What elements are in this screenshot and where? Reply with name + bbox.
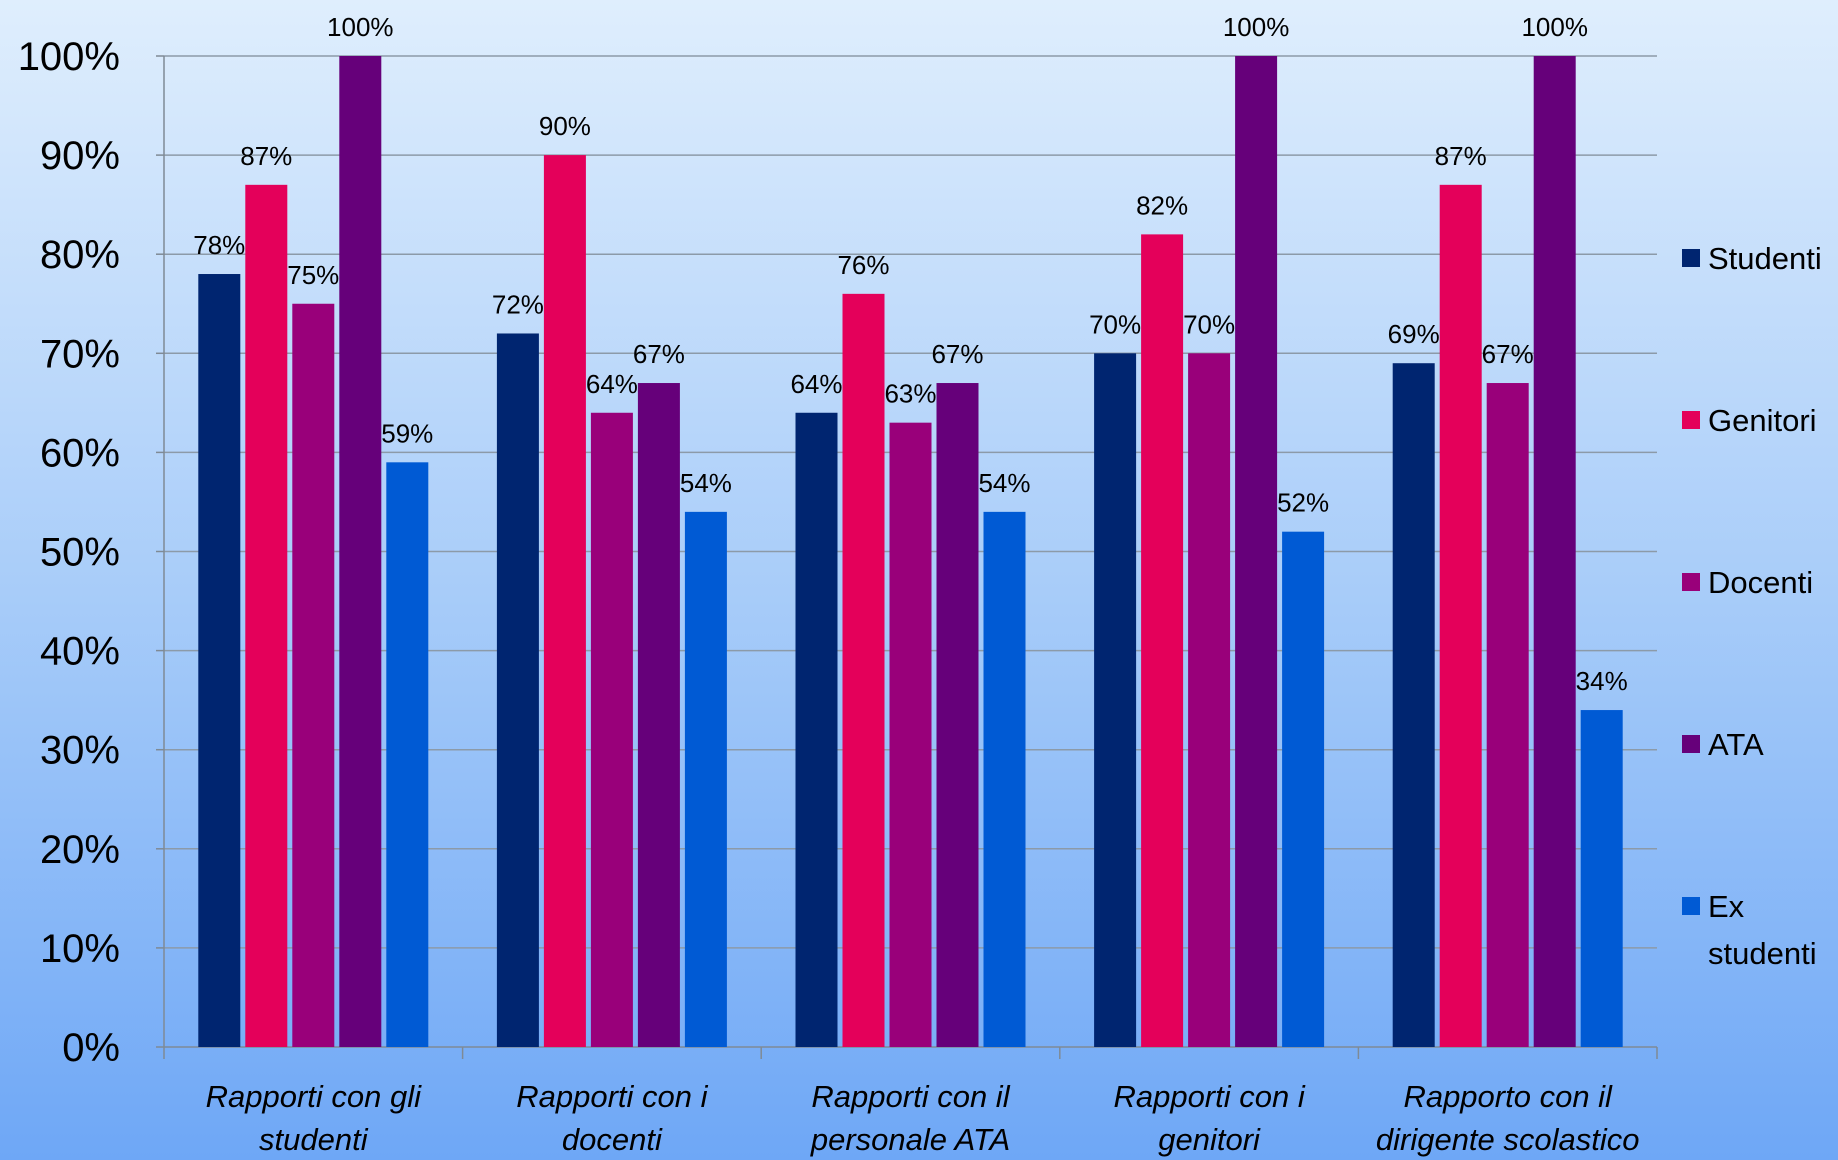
data-label: 54% <box>978 468 1030 498</box>
bar <box>1282 531 1325 1047</box>
category-label: genitori <box>1158 1122 1261 1157</box>
legend-label: Docenti <box>1708 565 1813 600</box>
data-label: 72% <box>492 289 544 319</box>
y-tick-label: 90% <box>40 134 120 178</box>
bar <box>1392 363 1435 1048</box>
bar <box>339 56 382 1047</box>
bar <box>1188 353 1231 1047</box>
data-label: 75% <box>287 260 339 290</box>
data-label: 69% <box>1388 319 1440 349</box>
data-label: 76% <box>837 250 889 280</box>
data-label: 63% <box>884 379 936 409</box>
data-label: 67% <box>633 339 685 369</box>
y-tick-label: 100% <box>18 35 120 79</box>
y-tick-label: 10% <box>40 927 120 971</box>
data-label: 87% <box>240 141 292 171</box>
category-label: Rapporti con il <box>811 1079 1010 1114</box>
bar <box>496 333 539 1048</box>
data-label: 59% <box>381 418 433 448</box>
legend-label: Genitori <box>1708 403 1817 438</box>
bar <box>983 511 1026 1047</box>
y-tick-label: 60% <box>40 431 120 475</box>
bar <box>292 303 335 1047</box>
category-label: docenti <box>562 1122 663 1157</box>
legend-swatch <box>1682 573 1700 591</box>
data-label: 82% <box>1136 190 1188 220</box>
bar <box>245 184 288 1047</box>
y-tick-label: 0% <box>62 1026 120 1070</box>
category-label: dirigente scolastico <box>1376 1122 1640 1157</box>
category-label: personale ATA <box>810 1122 1010 1157</box>
legend: Studenti Genitori Docenti ATA Ex studenti <box>1682 241 1822 971</box>
data-label: 64% <box>586 369 638 399</box>
data-label: 52% <box>1277 488 1329 518</box>
data-label: 100% <box>1223 12 1290 42</box>
y-axis-tick-labels: 0% 10% 20% 30% 40% 50% 60% 70% 80% 90% 100% <box>18 35 120 1070</box>
data-label: 64% <box>790 369 842 399</box>
bar <box>889 422 932 1047</box>
legend-label: Ex <box>1708 889 1745 924</box>
y-tick-label: 30% <box>40 729 120 773</box>
data-label: 87% <box>1435 141 1487 171</box>
data-label: 34% <box>1576 666 1628 696</box>
category-label: studenti <box>259 1122 369 1157</box>
bar <box>1486 383 1529 1047</box>
data-label: 100% <box>1521 12 1588 42</box>
bar <box>684 511 727 1047</box>
data-label: 70% <box>1183 309 1235 339</box>
data-label: 67% <box>1482 339 1534 369</box>
bar <box>842 293 885 1048</box>
legend-swatch <box>1682 411 1700 429</box>
y-tick-label: 70% <box>40 332 120 376</box>
y-tick-label: 80% <box>40 233 120 277</box>
legend-label: Studenti <box>1708 241 1822 276</box>
x-axis-category-labels: Rapporti con gli studenti Rapporti con i do… <box>206 1079 1640 1157</box>
bar <box>386 462 429 1047</box>
bar <box>198 274 241 1047</box>
bar <box>1439 184 1482 1047</box>
bars <box>198 56 1623 1048</box>
bar <box>1235 56 1278 1047</box>
bar <box>1094 353 1137 1047</box>
category-label: Rapporti con gli <box>206 1079 423 1114</box>
y-tick-label: 20% <box>40 828 120 872</box>
bar <box>795 412 838 1047</box>
data-labels: 78%87%75%100%59%72%90%64%67%54%64%76%63%… <box>193 12 1627 696</box>
data-label: 70% <box>1089 309 1141 339</box>
legend-label: studenti <box>1708 936 1817 971</box>
legend-swatch <box>1682 897 1700 915</box>
y-tick-label: 50% <box>40 531 120 575</box>
bar <box>1533 56 1576 1047</box>
bar <box>936 383 979 1047</box>
data-label: 54% <box>680 468 732 498</box>
legend-swatch <box>1682 249 1700 267</box>
bar <box>590 412 633 1047</box>
data-label: 90% <box>539 111 591 141</box>
y-tick-label: 40% <box>40 630 120 674</box>
category-label: Rapporto con il <box>1403 1079 1613 1114</box>
legend-label: ATA <box>1708 727 1764 762</box>
data-label: 67% <box>931 339 983 369</box>
data-label: 100% <box>327 12 394 42</box>
category-label: Rapporti con i <box>516 1079 708 1114</box>
category-label: Rapporti con i <box>1113 1079 1305 1114</box>
bar <box>637 383 680 1047</box>
bar <box>543 155 586 1048</box>
bar <box>1580 710 1623 1047</box>
bar <box>1141 234 1184 1047</box>
data-label: 78% <box>193 230 245 260</box>
legend-swatch <box>1682 735 1700 753</box>
